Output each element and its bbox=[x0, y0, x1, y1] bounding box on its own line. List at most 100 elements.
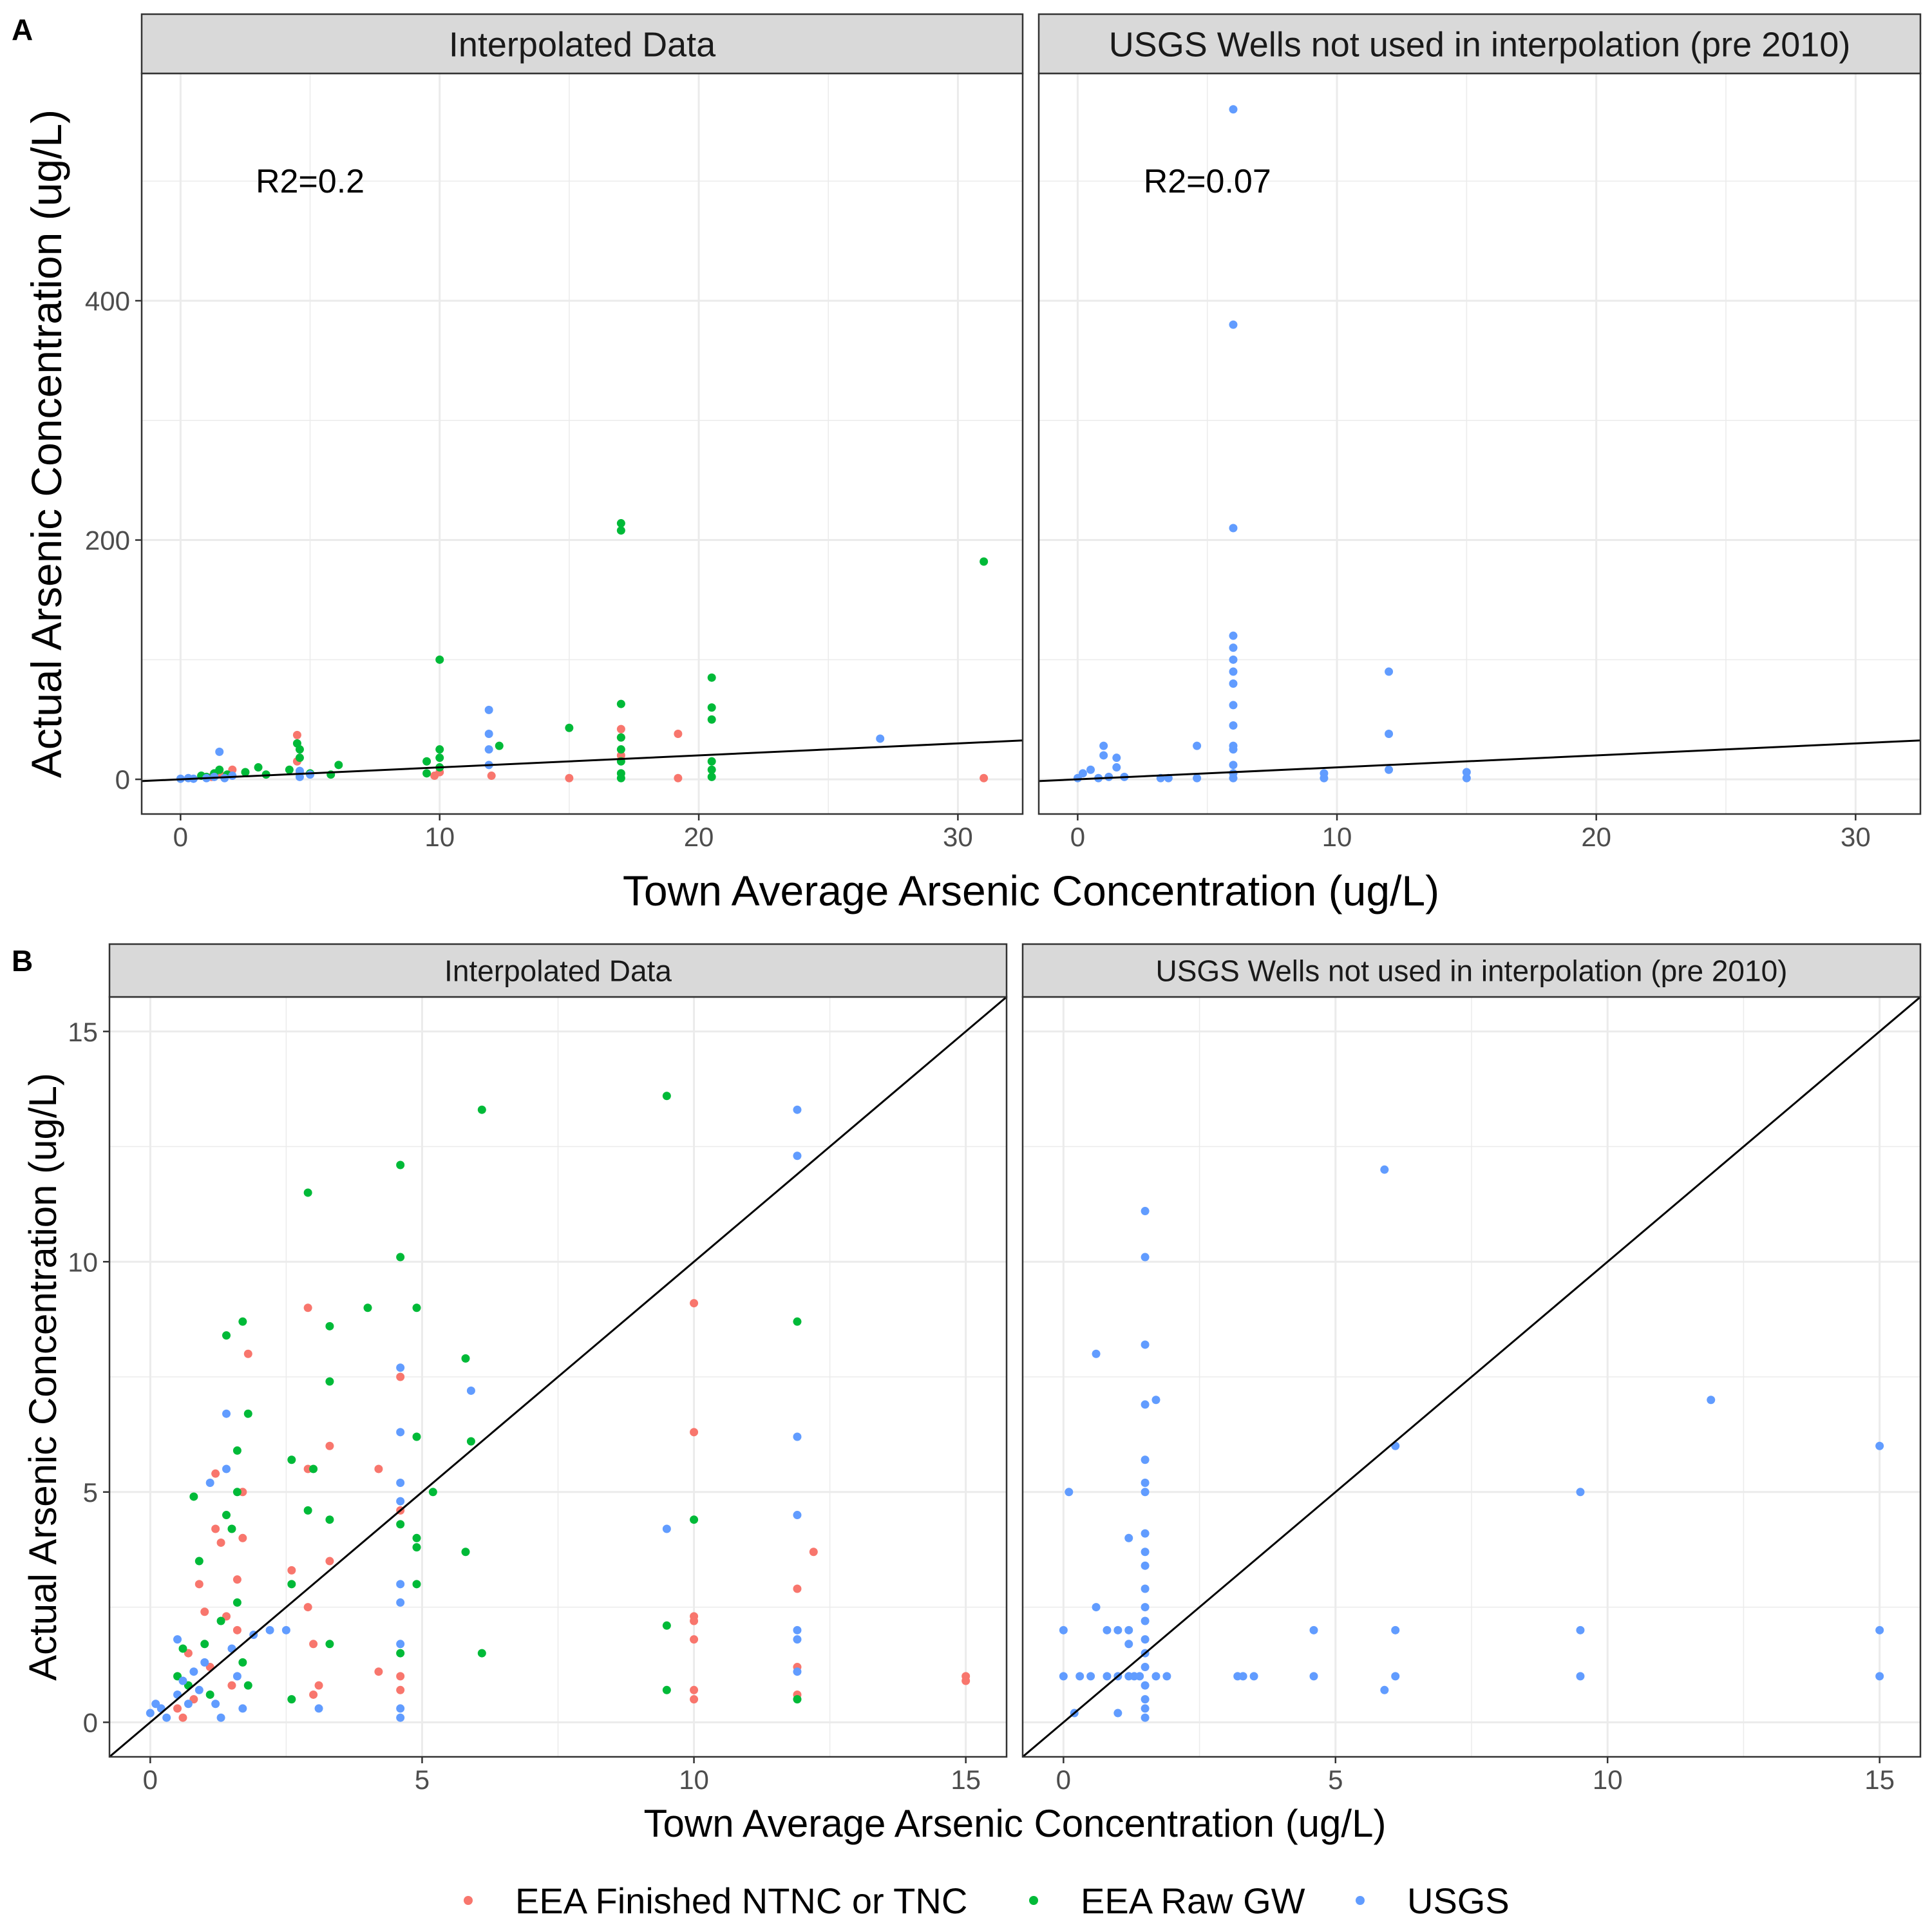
data-point-eea_finished bbox=[690, 1616, 699, 1625]
data-point-eea_finished bbox=[194, 1580, 204, 1589]
data-point-usgs bbox=[1065, 1488, 1074, 1497]
data-point-usgs bbox=[1229, 679, 1238, 688]
data-point-eea_finished bbox=[616, 724, 625, 734]
data-point-usgs bbox=[793, 1635, 802, 1644]
x-tick-label: 10 bbox=[1322, 822, 1352, 852]
data-point-usgs bbox=[1462, 768, 1471, 777]
series-eea_finished bbox=[173, 1299, 971, 1722]
data-point-eea_raw bbox=[363, 1303, 372, 1312]
data-point-usgs bbox=[1380, 1685, 1389, 1694]
data-point-usgs bbox=[1385, 667, 1394, 676]
data-point-eea_raw bbox=[616, 733, 625, 742]
data-point-usgs bbox=[162, 1713, 171, 1722]
data-point-usgs bbox=[396, 1704, 405, 1713]
x-tick-label: 5 bbox=[1328, 1765, 1343, 1795]
data-point-usgs bbox=[1229, 655, 1238, 664]
x-tick-label: 30 bbox=[943, 822, 973, 852]
data-point-eea_finished bbox=[690, 1635, 699, 1644]
data-point-eea_finished bbox=[303, 1603, 312, 1612]
x-tick-label: 0 bbox=[143, 1765, 158, 1795]
facet-title: Interpolated Data bbox=[444, 954, 672, 988]
data-point-eea_raw bbox=[707, 772, 716, 781]
data-point-usgs bbox=[1141, 1253, 1150, 1262]
data-point-eea_finished bbox=[243, 1349, 252, 1358]
data-point-eea_raw bbox=[793, 1317, 802, 1326]
data-point-usgs bbox=[173, 1635, 182, 1644]
plot-background bbox=[1039, 73, 1920, 814]
series-usgs bbox=[1059, 1165, 1884, 1722]
y-tick-label: 400 bbox=[85, 286, 130, 316]
data-point-usgs bbox=[1229, 631, 1238, 640]
data-point-usgs bbox=[200, 1658, 209, 1667]
data-point-usgs bbox=[1113, 1709, 1122, 1718]
data-point-usgs bbox=[1141, 1455, 1150, 1464]
data-point-usgs bbox=[194, 1685, 204, 1694]
data-point-eea_finished bbox=[200, 1607, 209, 1616]
y-tick-label: 0 bbox=[83, 1707, 98, 1738]
data-point-eea_raw bbox=[707, 703, 716, 712]
series-usgs bbox=[146, 1105, 802, 1722]
data-point-usgs bbox=[1141, 1478, 1150, 1487]
data-point-usgs bbox=[466, 1386, 475, 1395]
data-point-usgs bbox=[1229, 320, 1238, 329]
panel-tag: B bbox=[12, 944, 33, 978]
gridlines bbox=[142, 73, 1023, 814]
data-point-eea_raw bbox=[325, 1321, 334, 1331]
data-point-eea_raw bbox=[287, 1455, 296, 1464]
data-point-eea_raw bbox=[200, 1640, 209, 1649]
data-point-eea_raw bbox=[707, 765, 716, 774]
data-point-eea_raw bbox=[435, 655, 444, 664]
data-point-usgs bbox=[1113, 1625, 1122, 1634]
legend-key-usgs bbox=[1356, 1896, 1365, 1905]
data-point-usgs bbox=[1151, 1672, 1160, 1681]
data-point-eea_raw bbox=[396, 1253, 405, 1262]
data-point-usgs bbox=[1875, 1672, 1884, 1681]
data-point-eea_raw bbox=[707, 757, 716, 766]
facet-strip bbox=[140, 13, 1024, 75]
data-point-usgs bbox=[216, 1713, 225, 1722]
data-point-usgs bbox=[396, 1713, 405, 1722]
data-point-eea_raw bbox=[662, 1685, 671, 1694]
facet-strip bbox=[1021, 943, 1922, 998]
data-point-usgs bbox=[1103, 1625, 1112, 1634]
data-point-eea_raw bbox=[325, 1515, 334, 1524]
regression-line bbox=[1039, 739, 1920, 782]
data-point-eea_raw bbox=[461, 1548, 470, 1557]
data-point-usgs bbox=[793, 1105, 802, 1114]
data-point-usgs bbox=[1141, 1663, 1150, 1672]
data-point-eea_raw bbox=[980, 557, 989, 566]
data-point-usgs bbox=[1141, 1488, 1150, 1497]
data-point-eea_raw bbox=[325, 1377, 334, 1386]
data-point-eea_finished bbox=[211, 1469, 220, 1478]
data-point-usgs bbox=[1229, 773, 1238, 782]
legend-item-eea_finished: EEA Finished NTNC or TNC bbox=[464, 1880, 967, 1921]
y-axis-title: Actual Arsenic Concentration (ug/L) bbox=[21, 1073, 64, 1681]
data-point-usgs bbox=[1229, 761, 1238, 770]
data-point-usgs bbox=[793, 1667, 802, 1676]
data-point-eea_raw bbox=[227, 1524, 236, 1533]
data-point-usgs bbox=[1135, 1672, 1144, 1681]
data-points bbox=[146, 1092, 971, 1722]
data-point-eea_raw bbox=[435, 745, 444, 754]
data-point-usgs bbox=[1576, 1672, 1585, 1681]
data-point-eea_finished bbox=[396, 1372, 405, 1381]
data-point-eea_raw bbox=[412, 1432, 421, 1441]
data-point-eea_finished bbox=[287, 1566, 296, 1575]
data-point-usgs bbox=[1249, 1672, 1258, 1681]
x-tick-label: 0 bbox=[1070, 822, 1085, 852]
data-point-eea_raw bbox=[422, 757, 431, 766]
data-point-usgs bbox=[1141, 1713, 1150, 1722]
data-point-eea_finished bbox=[216, 1538, 225, 1547]
facet-strip bbox=[108, 943, 1008, 998]
data-point-usgs bbox=[1141, 1704, 1150, 1713]
data-point-eea_raw bbox=[238, 1317, 247, 1326]
y-tick-label: 10 bbox=[68, 1247, 98, 1277]
data-point-eea_raw bbox=[466, 1437, 475, 1446]
data-point-usgs bbox=[793, 1151, 802, 1160]
data-point-usgs bbox=[1141, 1207, 1150, 1216]
data-point-eea_finished bbox=[565, 773, 574, 782]
data-point-usgs bbox=[1229, 643, 1238, 652]
data-point-usgs bbox=[1576, 1625, 1585, 1634]
data-point-eea_raw bbox=[422, 769, 431, 778]
data-point-usgs bbox=[793, 1511, 802, 1520]
